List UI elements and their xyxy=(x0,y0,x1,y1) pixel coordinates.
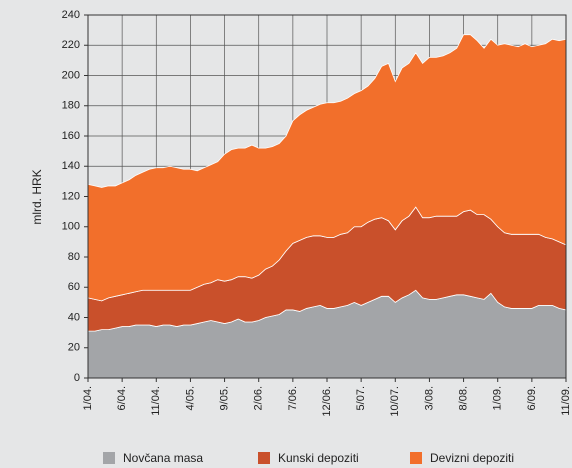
legend-swatch xyxy=(410,452,422,464)
x-tick-label: 6/04. xyxy=(116,386,128,410)
y-tick-label: 160 xyxy=(62,130,80,142)
legend-swatch xyxy=(258,452,270,464)
y-tick-label: 200 xyxy=(62,69,80,81)
y-axis-label: mlrd. HRK xyxy=(30,169,44,224)
x-tick-label: 11/04. xyxy=(150,386,162,416)
y-tick-label: 20 xyxy=(68,342,80,354)
y-tick-label: 120 xyxy=(62,190,80,202)
x-tick-label: 1/09. xyxy=(492,386,504,410)
x-tick-label: 1/04. xyxy=(82,386,94,410)
x-tick-label: 8/08. xyxy=(457,386,469,410)
x-tick-label: 4/05. xyxy=(184,386,196,410)
x-tick-label: 10/07. xyxy=(389,386,401,417)
x-tick-label: 12/06. xyxy=(321,386,333,417)
y-tick-label: 80 xyxy=(68,251,80,263)
x-tick-label: 6/09. xyxy=(526,386,538,410)
x-tick-label: 3/08. xyxy=(423,386,435,410)
legend-label: Kunski depoziti xyxy=(278,451,359,465)
x-tick-label: 11/09. xyxy=(560,386,572,416)
x-tick-label: 9/05. xyxy=(218,386,230,410)
legend-label: Novčana masa xyxy=(123,451,203,465)
plot-frame xyxy=(87,14,567,379)
legend-label: Devizni depoziti xyxy=(430,451,514,465)
y-tick-label: 140 xyxy=(62,160,80,172)
y-tick-label: 220 xyxy=(62,39,80,51)
legend-swatch xyxy=(103,452,115,464)
y-tick-label: 0 xyxy=(74,372,80,384)
y-tick-label: 100 xyxy=(62,221,80,233)
y-tick-label: 180 xyxy=(62,100,80,112)
y-tick-label: 60 xyxy=(68,281,80,293)
x-tick-label: 7/06. xyxy=(287,386,299,410)
x-tick-label: 2/06. xyxy=(253,386,265,410)
y-tick-label: 240 xyxy=(62,9,80,21)
y-tick-label: 40 xyxy=(68,311,80,323)
x-tick-label: 5/07. xyxy=(355,386,367,410)
